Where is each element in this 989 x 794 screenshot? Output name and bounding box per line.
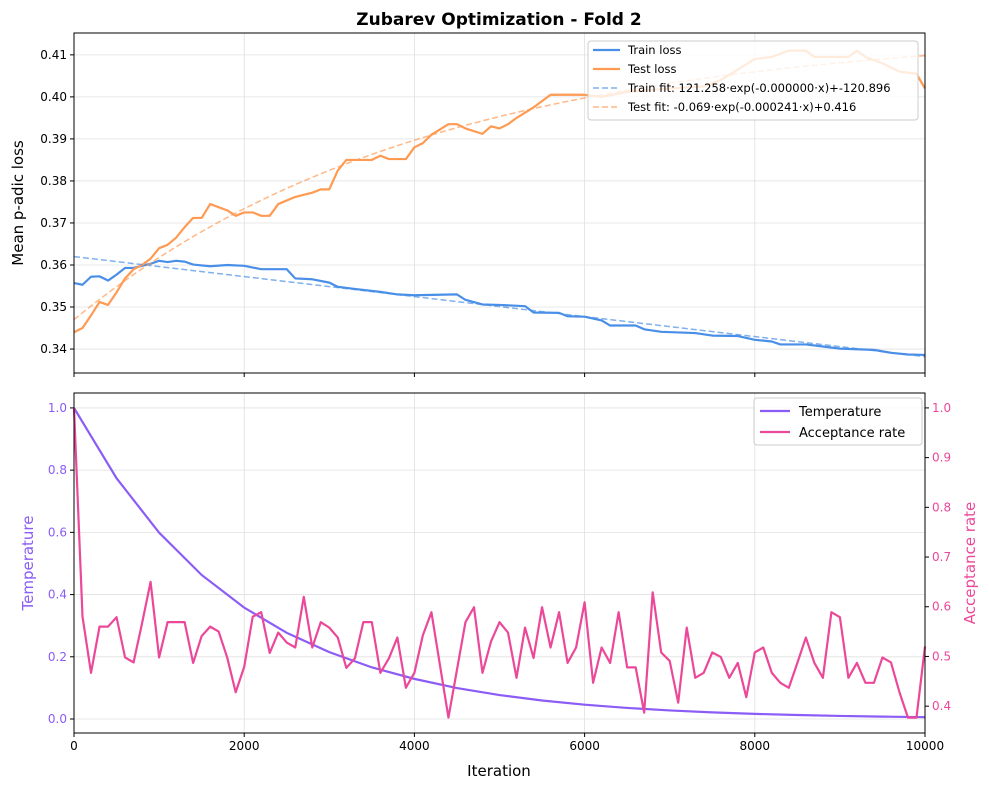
y-tick-label: 0.41 (40, 48, 67, 62)
right-y-tick-label: 0.8 (932, 500, 951, 514)
left-y-tick-label: 0.8 (48, 463, 67, 477)
x-tick-label: 8000 (740, 739, 771, 753)
legend-label: Test loss (627, 62, 677, 76)
left-y-tick-label: 0.4 (48, 588, 67, 602)
plot-frame (73, 392, 926, 734)
y-tick-label: 0.37 (40, 216, 67, 230)
x-tick-label: 2000 (229, 739, 260, 753)
y-tick-label: 0.36 (40, 258, 67, 272)
x-tick-label: 0 (70, 739, 78, 753)
left-y-axis-label: Temperature (19, 515, 37, 611)
right-y-tick-label: 0.6 (932, 600, 951, 614)
chart-title: Zubarev Optimization - Fold 2 (356, 10, 641, 30)
loss-plot: 0.34 0.35 0.36 0.37 0.38 0.39 0.40 0.41 Train lo… (40, 32, 926, 377)
left-y-tick-label: 0.0 (48, 712, 67, 726)
legend-box (753, 397, 923, 446)
y-tick-label: 0.40 (40, 90, 67, 104)
y-tick-label: 0.34 (40, 342, 67, 356)
x-axis-label: Iteration (467, 762, 531, 780)
temperature-line (73, 407, 926, 719)
legend-box (587, 40, 919, 121)
x-tick-label: 10000 (906, 739, 944, 753)
top-y-axis-label: Mean p-adic loss (9, 140, 27, 266)
train-fit-line (73, 255, 926, 358)
right-y-tick-label: 1.0 (932, 401, 951, 415)
legend-label: Temperature (798, 405, 881, 420)
plot-frame (73, 32, 926, 374)
acceptance-rate-line (72, 407, 927, 719)
left-y-tick-label: 0.6 (48, 525, 67, 539)
train-loss-line (73, 259, 926, 357)
legend-label: Train loss (627, 43, 681, 57)
y-tick-label: 0.35 (40, 300, 67, 314)
right-y-tick-label: 0.9 (932, 451, 951, 465)
right-y-axis-label: Acceptance rate (961, 502, 979, 625)
left-y-tick-label: 1.0 (48, 401, 67, 415)
right-y-tick-label: 0.7 (932, 550, 951, 564)
y-tick-label: 0.39 (40, 132, 67, 146)
test-fit-line (73, 54, 926, 321)
y-tick-label: 0.38 (40, 174, 67, 188)
legend-label: Train fit: 121.258·exp(-0.000000·x)+-120… (627, 81, 891, 95)
legend: Temperature Acceptance rate (753, 397, 923, 446)
x-tick-label: 6000 (569, 739, 600, 753)
x-tick-label: 4000 (399, 739, 430, 753)
left-y-tick-label: 0.2 (48, 650, 67, 664)
right-y-tick-label: 0.4 (932, 699, 951, 713)
right-y-tick-label: 0.5 (932, 649, 951, 663)
temperature-acceptance-plot: 0 2000 4000 6000 8000 10000 0.0 0.2 0.4 0.6 0.8 1.0… (48, 392, 951, 753)
legend: Train loss Test loss Train fit: 121.258·ex… (587, 40, 919, 121)
legend-label: Acceptance rate (799, 426, 905, 441)
legend-label: Test fit: -0.069·exp(-0.000241·x)+0.416 (627, 100, 856, 114)
